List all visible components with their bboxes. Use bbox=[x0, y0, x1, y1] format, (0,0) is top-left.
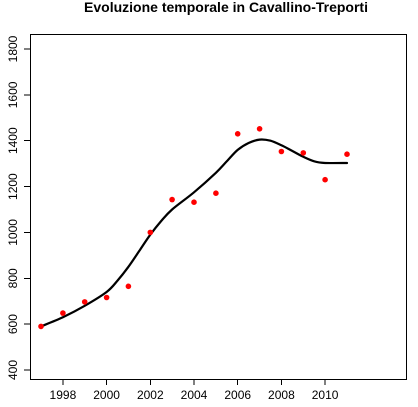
data-point bbox=[322, 176, 328, 183]
y-tick-label: 800 bbox=[6, 268, 20, 288]
y-tick-label: 1000 bbox=[6, 219, 20, 246]
y-tick-label: 1800 bbox=[6, 35, 20, 62]
x-tick-label: 2010 bbox=[312, 388, 339, 402]
data-points-layer bbox=[38, 126, 350, 330]
y-tick-label: 600 bbox=[6, 314, 20, 334]
data-point bbox=[234, 131, 241, 137]
y-tick-label: 400 bbox=[6, 360, 20, 380]
data-point bbox=[213, 190, 219, 196]
data-point bbox=[191, 199, 197, 205]
chart-title: Evoluzione temporale in Cavallino-Trepor… bbox=[84, 0, 368, 15]
x-tick-label: 2000 bbox=[93, 388, 120, 402]
data-point bbox=[344, 151, 350, 157]
y-axis: 400 600 800 1000 1200 1400 1600 1800 bbox=[6, 35, 31, 380]
data-point bbox=[125, 283, 132, 290]
y-tick-label: 1400 bbox=[6, 127, 20, 154]
plot-frame bbox=[30, 34, 407, 380]
data-point bbox=[256, 126, 263, 132]
data-point bbox=[38, 323, 44, 330]
trend-line bbox=[39, 138, 349, 328]
trend-line-layer bbox=[39, 138, 349, 328]
data-point bbox=[103, 294, 110, 301]
data-point bbox=[169, 196, 175, 203]
data-point bbox=[81, 299, 88, 305]
x-tick-label: 1998 bbox=[50, 388, 77, 402]
x-tick-label: 2004 bbox=[181, 388, 208, 402]
x-axis: 1998 2000 2002 2004 2006 2008 2010 bbox=[50, 379, 339, 402]
x-tick-label: 2008 bbox=[268, 388, 295, 402]
x-tick-label: 2006 bbox=[224, 388, 251, 402]
y-tick-label: 1600 bbox=[6, 81, 20, 108]
y-tick-label: 1200 bbox=[6, 173, 20, 200]
data-point bbox=[60, 310, 66, 316]
data-point bbox=[147, 229, 154, 236]
data-point bbox=[300, 150, 307, 156]
data-point bbox=[278, 148, 285, 155]
x-tick-label: 2002 bbox=[137, 388, 164, 402]
